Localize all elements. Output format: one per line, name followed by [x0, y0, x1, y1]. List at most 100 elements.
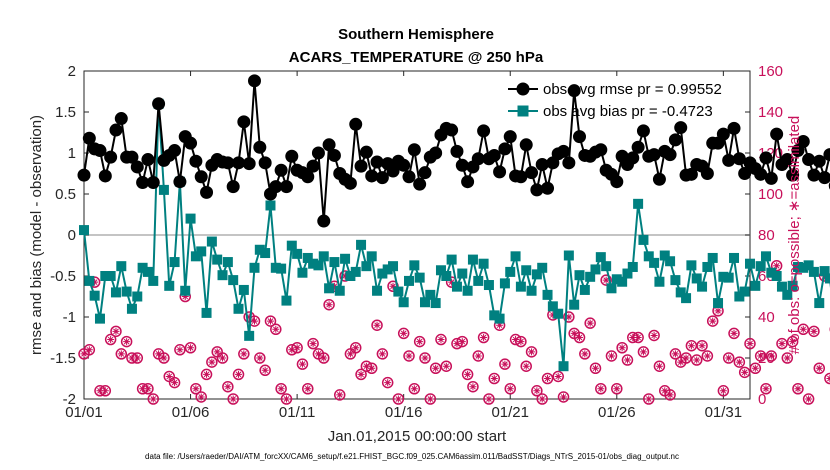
- obs-possible-point: [190, 383, 202, 395]
- rmse-point: [652, 172, 666, 186]
- obs-possible-point: [813, 362, 826, 374]
- obs-possible-point: [200, 368, 213, 381]
- obs-assimilated-point: [805, 395, 813, 403]
- obs-assimilated-point: [719, 387, 727, 395]
- obs-assimilated-point: [655, 362, 663, 370]
- obs-assimilated-point: [618, 344, 626, 352]
- obs-assimilated-point: [714, 307, 722, 315]
- bias-point: [595, 252, 606, 263]
- obs-possible-point: [653, 360, 666, 372]
- obs-assimilated-point: [203, 370, 211, 378]
- obs-assimilated-point: [549, 311, 557, 319]
- rmse-point: [184, 136, 198, 150]
- obs-possible-point: [110, 325, 122, 338]
- obs-possible-point: [744, 337, 756, 350]
- rmse-point: [258, 156, 272, 170]
- obs-possible-point: [355, 368, 367, 381]
- obs-possible-point: [525, 346, 538, 358]
- obs-assimilated-point: [85, 346, 93, 354]
- obs-possible-point: [776, 337, 788, 350]
- bias-point: [601, 261, 612, 272]
- obs-possible-point: [440, 360, 453, 372]
- obs-assimilated-point: [320, 354, 328, 362]
- bias-point: [414, 272, 425, 283]
- obs-possible-point: [595, 383, 607, 395]
- rmse-point: [82, 131, 96, 145]
- rmse-point: [626, 151, 640, 165]
- obs-possible-point: [270, 323, 282, 336]
- obs-possible-point: [738, 366, 751, 379]
- rmse-point: [786, 168, 800, 182]
- obs-possible-point: [520, 360, 532, 372]
- y-tick-labels-right: 020406080100120140160: [758, 63, 783, 408]
- obs-possible-point: [536, 393, 548, 405]
- bias-point: [713, 298, 724, 309]
- obs-assimilated-point: [112, 327, 120, 335]
- bias-point: [691, 273, 702, 284]
- bias-point: [340, 253, 351, 264]
- obs-assimilated-point: [336, 391, 344, 399]
- obs-assimilated-point: [155, 350, 163, 358]
- rmse-point: [386, 164, 400, 178]
- obs-possible-point: [531, 385, 543, 397]
- bias-point: [292, 248, 303, 259]
- obs-assimilated-point: [815, 364, 823, 372]
- obs-possible-point: [333, 389, 346, 401]
- bias-point: [329, 257, 340, 268]
- chart-subtitle: ACARS_TEMPERATURE @ 250 hPa: [289, 49, 544, 66]
- bias-point: [84, 275, 95, 286]
- obs-assimilated-point: [639, 348, 647, 356]
- bias-point: [558, 361, 569, 372]
- obs-assimilated-point: [421, 354, 429, 362]
- bias-point: [499, 278, 510, 289]
- rmse-point: [487, 148, 501, 162]
- bias-point: [196, 246, 207, 257]
- bias-point: [212, 254, 223, 265]
- bias-point: [579, 284, 590, 295]
- bias-point: [755, 261, 766, 272]
- obs-assimilated-point: [245, 313, 253, 321]
- obs-assimilated-point: [703, 352, 711, 360]
- obs-assimilated-point: [341, 272, 349, 280]
- bias-point: [404, 275, 415, 286]
- bias-point: [670, 275, 681, 286]
- obs-possible-point: [706, 315, 719, 327]
- obs-assimilated-point: [757, 352, 765, 360]
- bias-point: [521, 265, 532, 276]
- bias-point: [675, 287, 686, 298]
- obs-assimilated-point: [219, 354, 227, 362]
- obs-assimilated-point: [677, 358, 685, 366]
- obs-assimilated-point: [325, 301, 333, 309]
- bias-point: [547, 301, 558, 312]
- obs-possible-point: [142, 383, 154, 395]
- y-tick-label-left: 1: [68, 145, 76, 162]
- rmse-point: [455, 158, 469, 172]
- obs-possible-point: [477, 331, 490, 344]
- rmse-point: [700, 167, 714, 180]
- obs-assimilated-point: [229, 395, 237, 403]
- bias-point: [494, 313, 505, 324]
- bias-point: [116, 261, 127, 272]
- obs-possible-point: [302, 383, 314, 395]
- rmse-point: [530, 183, 544, 197]
- obs-assimilated-point: [298, 360, 306, 368]
- bias-point: [537, 262, 548, 273]
- bias-point: [435, 265, 446, 276]
- bias-point: [318, 251, 329, 262]
- bias-point: [627, 261, 638, 272]
- bias-point: [393, 286, 404, 297]
- legend-bias-marker: [517, 105, 529, 117]
- rmse-point: [802, 153, 816, 167]
- obs-assimilated-point: [378, 350, 386, 358]
- rmse-point: [519, 138, 533, 152]
- obs-possible-point: [621, 354, 634, 366]
- obs-assimilated-point: [293, 344, 301, 352]
- obs-possible-point: [158, 352, 170, 364]
- y-tick-label-left: -0.5: [50, 268, 76, 285]
- bias-point: [164, 280, 175, 291]
- obs-assimilated-point: [208, 358, 216, 366]
- series-possible: [78, 260, 830, 405]
- obs-possible-point: [733, 356, 746, 368]
- obs-possible-point: [722, 352, 735, 364]
- obs-assimilated-point: [187, 344, 195, 352]
